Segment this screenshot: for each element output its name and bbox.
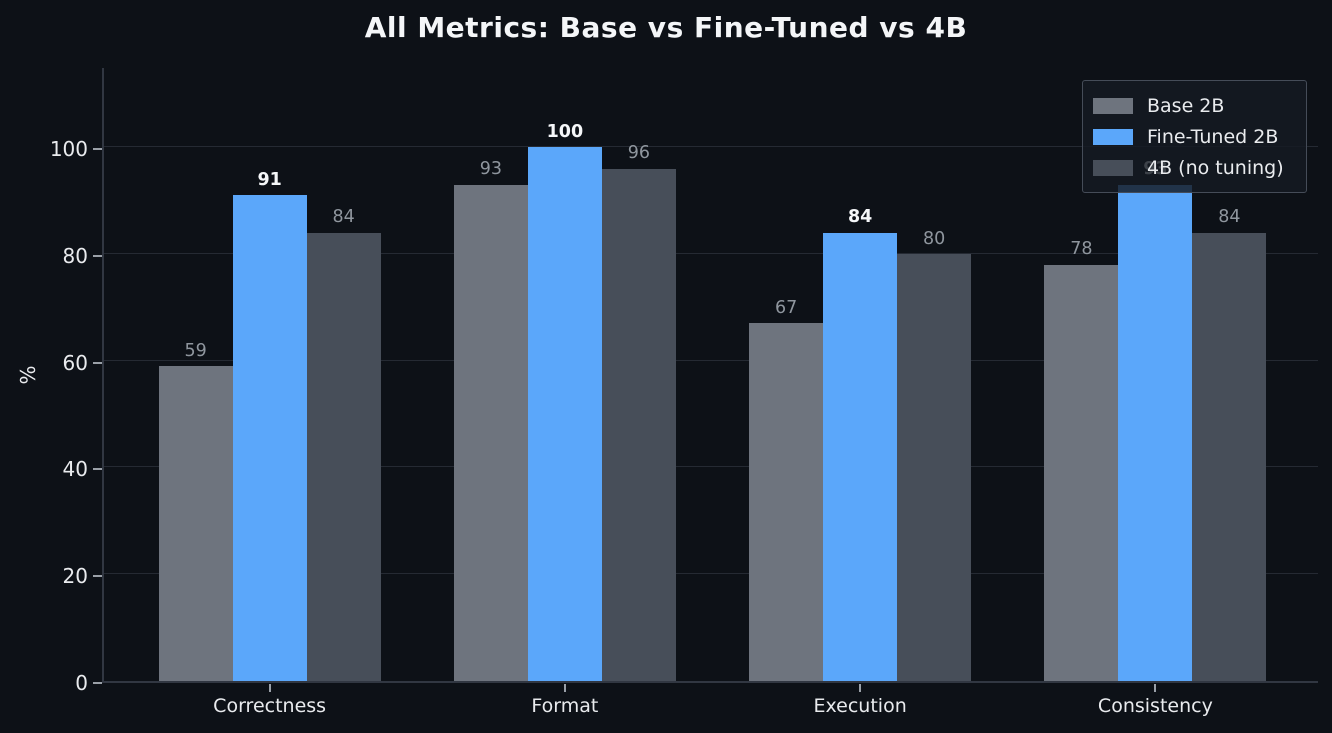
legend-label: Fine-Tuned 2B — [1147, 125, 1279, 148]
y-tick-label: 40 — [62, 457, 88, 482]
bar-4b-no-tuning- — [306, 232, 381, 681]
y-tick-label: 80 — [62, 243, 88, 268]
bar-base-2b — [158, 366, 233, 681]
gridline — [104, 466, 1318, 468]
chart-title: All Metrics: Base vs Fine-Tuned vs 4B — [364, 11, 968, 44]
x-tick-label: Format — [531, 695, 599, 717]
bar-base-2b — [453, 184, 528, 681]
bar-value-label: 96 — [627, 143, 651, 164]
bar-column: 91 — [232, 169, 307, 681]
bar-4b-no-tuning- — [601, 168, 676, 681]
y-tick-mark — [93, 254, 102, 257]
bar-column: 84 — [306, 207, 381, 681]
bar-4b-no-tuning- — [1192, 232, 1267, 681]
x-tick-label: Correctness — [213, 695, 327, 717]
bar-column: 78 — [1044, 239, 1119, 681]
legend-item: 4B (no tuning) — [1093, 152, 1294, 183]
legend-label: Base 2B — [1147, 94, 1225, 117]
bar-base-2b — [749, 323, 824, 681]
bar-column: 59 — [158, 340, 233, 681]
y-tick-mark — [93, 575, 102, 578]
bar-value-label: 84 — [1218, 207, 1241, 228]
bar-groups: 59 91 84 Correctness 93 100 96 Format 67 84 80 Exec… — [104, 68, 1318, 717]
x-tick-label: Execution — [813, 695, 907, 717]
bar-fine-tuned-2b — [1118, 184, 1193, 681]
bar-value-label: 59 — [184, 340, 207, 361]
bar-fine-tuned-2b — [527, 147, 602, 681]
y-tick-mark — [93, 682, 102, 684]
legend: Base 2B Fine-Tuned 2B 4B (no tuning) — [1082, 80, 1307, 193]
bar-group-correctness: 59 91 84 Correctness — [158, 68, 381, 717]
y-tick-label: 100 — [49, 137, 88, 162]
bar-column: 96 — [601, 143, 676, 681]
legend-label: 4B (no tuning) — [1147, 156, 1284, 179]
gridline — [104, 573, 1318, 575]
legend-swatch — [1093, 159, 1133, 176]
bar-base-2b — [1044, 264, 1119, 681]
bar-column: 93 — [453, 159, 528, 681]
x-tick-mark — [563, 684, 566, 692]
y-tick-label: 20 — [62, 564, 88, 589]
y-tick-mark — [93, 361, 102, 364]
y-tick-mark — [93, 468, 102, 471]
gridline — [104, 252, 1318, 254]
bar-column: 100 — [527, 121, 602, 681]
x-tick-mark — [1154, 684, 1157, 692]
y-tick-label: 60 — [62, 350, 88, 375]
bar-value-label: 100 — [546, 121, 584, 142]
legend-swatch — [1093, 128, 1133, 145]
bar-value-label: 67 — [774, 298, 798, 319]
bar-group-format: 93 100 96 Format — [453, 68, 676, 717]
x-tick-mark — [859, 684, 862, 692]
bar-column: 67 — [749, 298, 824, 681]
bar-group-consistency: 78 93 84 Consistency — [1044, 68, 1267, 717]
x-tick-label: Consistency — [1097, 695, 1213, 717]
bar-column: 84 — [1192, 207, 1267, 681]
legend-item: Base 2B — [1093, 90, 1294, 121]
bar-fine-tuned-2b — [232, 195, 307, 681]
bar-value-label: 84 — [332, 207, 355, 228]
bar-fine-tuned-2b — [823, 232, 898, 681]
bar-column: 84 — [823, 207, 898, 681]
bar-4b-no-tuning- — [897, 253, 972, 681]
plot-area: 59 91 84 Correctness 93 100 96 Format 67 84 80 Exec… — [102, 68, 1318, 717]
bar-column: 93 — [1118, 160, 1193, 681]
bar-value-label: 80 — [922, 228, 946, 249]
bar-value-label: 91 — [257, 169, 282, 190]
gridline — [104, 359, 1318, 361]
y-tick-label: 0 — [75, 671, 88, 695]
y-tick-mark — [93, 148, 102, 151]
x-tick-mark — [268, 684, 271, 692]
bar-value-label: 84 — [847, 207, 873, 228]
legend-swatch — [1093, 97, 1133, 114]
bar-column: 80 — [897, 228, 972, 681]
gridline — [104, 146, 1318, 148]
bar-value-label: 93 — [479, 159, 503, 180]
bar-value-label: 78 — [1070, 239, 1093, 260]
bar-group-execution: 67 84 80 Execution — [749, 68, 972, 717]
legend-item: Fine-Tuned 2B — [1093, 121, 1294, 152]
